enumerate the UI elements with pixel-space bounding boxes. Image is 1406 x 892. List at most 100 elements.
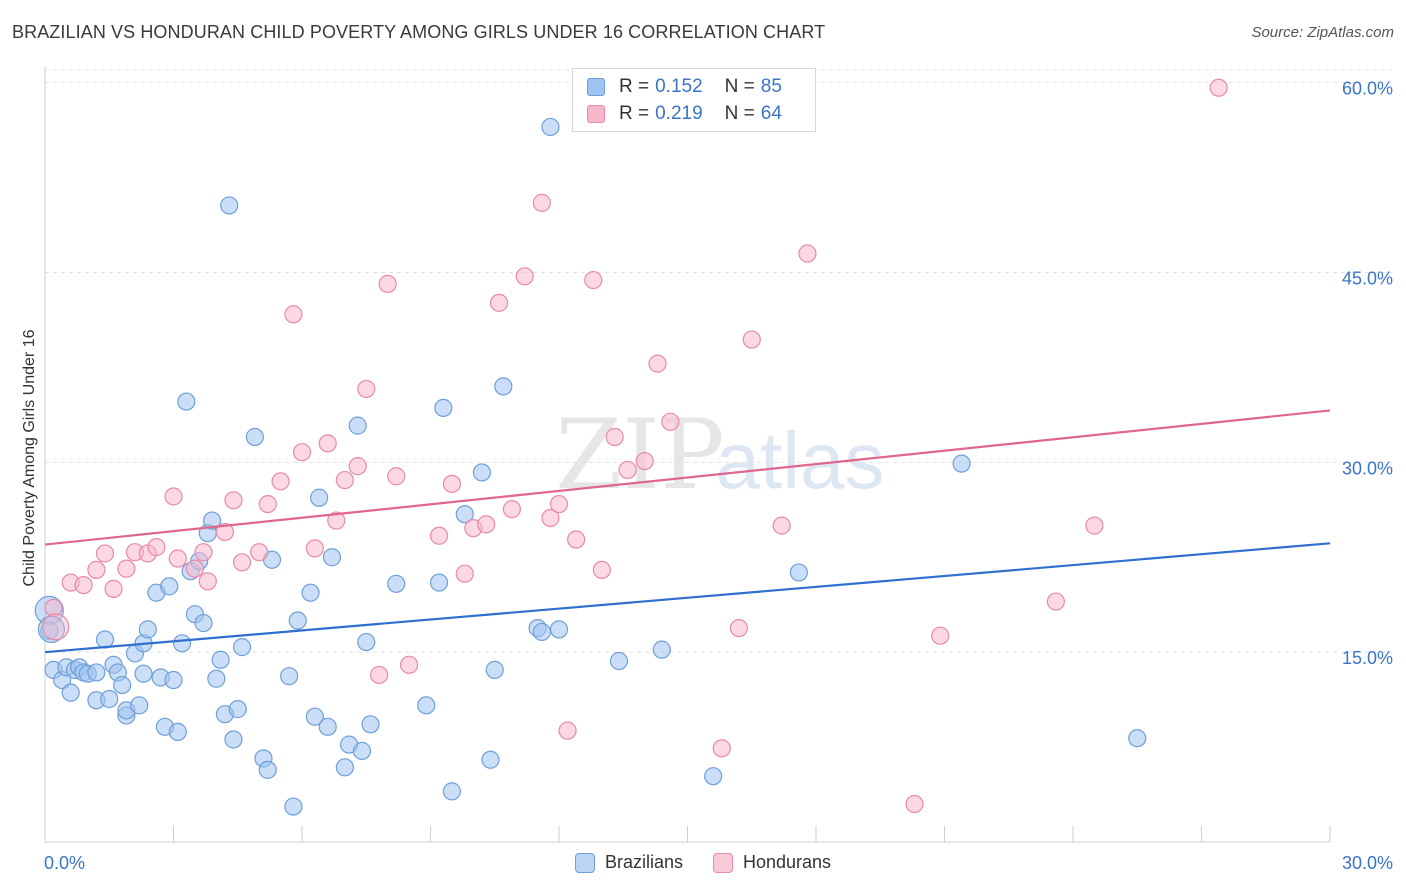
point-brazilians: [258, 760, 277, 779]
point-brazilians: [442, 782, 462, 801]
series-legend: Brazilians Hondurans: [0, 852, 1406, 873]
point-hondurans: [74, 575, 93, 595]
point-brazilians: [37, 615, 66, 643]
point-hondurans: [198, 572, 217, 591]
chart-title: BRAZILIAN VS HONDURAN CHILD POVERTY AMON…: [12, 22, 826, 42]
series-label-brazilians: Brazilians: [604, 852, 683, 872]
point-brazilians: [112, 675, 132, 695]
point-brazilians: [472, 463, 491, 482]
y-tick-label: 60.0%: [1342, 79, 1393, 99]
point-brazilians: [168, 722, 187, 741]
point-hondurans: [567, 530, 586, 549]
point-brazilians: [284, 797, 303, 816]
point-hondurans: [477, 515, 496, 534]
point-hondurans: [541, 508, 560, 528]
point-hondurans: [1209, 78, 1228, 97]
point-hondurans: [378, 274, 397, 293]
point-brazilians: [322, 548, 342, 567]
point-hondurans: [648, 354, 667, 373]
point-hondurans: [1046, 592, 1065, 611]
point-brazilians: [494, 377, 513, 396]
point-brazilians: [352, 741, 372, 760]
point-brazilians: [95, 630, 115, 649]
series-swatch-hondurans: [712, 852, 733, 873]
point-brazilians: [318, 717, 337, 736]
point-hondurans: [661, 412, 680, 431]
point-hondurans: [271, 472, 290, 491]
point-brazilians: [301, 583, 320, 602]
point-brazilians: [207, 669, 226, 688]
series-legend-brazilians[interactable]: Brazilians: [574, 852, 683, 873]
correlation-legend: R = 0.152 N = 85 R = 0.219 N = 64: [572, 68, 816, 132]
point-hondurans: [502, 500, 521, 519]
point-brazilians: [348, 416, 367, 435]
point-hondurans: [729, 619, 749, 638]
series-label-hondurans: Hondurans: [742, 852, 832, 872]
point-hondurans: [370, 665, 389, 685]
point-brazilians: [172, 634, 192, 653]
point-brazilians: [202, 511, 222, 530]
point-brazilians: [952, 454, 971, 473]
point-hondurans: [292, 443, 312, 462]
point-brazilians: [532, 622, 551, 642]
legend-r-value: 0.152: [655, 76, 703, 97]
point-hondurans: [905, 794, 924, 814]
point-hondurans: [592, 560, 611, 580]
point-brazilians: [130, 696, 149, 715]
legend-n-value: 85: [760, 76, 782, 97]
point-brazilians: [335, 758, 354, 777]
legend-r-label: R =: [619, 103, 650, 124]
point-hondurans: [194, 543, 213, 562]
trend-line-hondurans: [44, 409, 1331, 546]
point-brazilians: [305, 707, 324, 726]
point-hondurans: [335, 470, 354, 490]
point-hondurans: [284, 305, 303, 324]
legend-n-label: N =: [724, 76, 755, 97]
legend-n-label: N =: [724, 103, 755, 124]
point-hondurans: [95, 544, 115, 563]
point-hondurans: [168, 549, 187, 568]
point-hondurans: [584, 270, 603, 290]
point-brazilians: [455, 505, 474, 524]
point-brazilians: [61, 683, 80, 702]
point-hondurans: [215, 522, 234, 542]
point-hondurans: [442, 474, 462, 493]
legend-row-hondurans: R = 0.219 N = 64: [587, 102, 782, 126]
point-hondurans: [399, 655, 419, 674]
point-brazilians: [549, 620, 569, 639]
point-brazilians: [704, 767, 723, 786]
point-brazilians: [232, 638, 252, 657]
point-brazilians: [220, 196, 239, 215]
point-hondurans: [549, 494, 569, 514]
x-tick-label: 0.0%: [44, 853, 85, 873]
point-brazilians: [228, 700, 247, 719]
point-hondurans: [798, 244, 817, 263]
point-hondurans: [147, 538, 166, 557]
point-hondurans: [489, 293, 509, 312]
point-brazilians: [481, 750, 500, 769]
point-brazilians: [609, 651, 629, 671]
point-hondurans: [357, 379, 376, 399]
point-brazilians: [429, 573, 449, 592]
series-legend-hondurans[interactable]: Hondurans: [712, 852, 832, 873]
point-hondurans: [224, 491, 243, 510]
point-brazilians: [357, 632, 376, 652]
source-label: Source: ZipAtlas.com: [1251, 24, 1394, 41]
point-brazilians: [87, 663, 106, 682]
point-brazilians: [652, 640, 671, 659]
point-brazilians: [417, 696, 436, 715]
point-brazilians: [361, 715, 380, 734]
point-hondurans: [250, 543, 269, 562]
point-hondurans: [348, 457, 367, 476]
point-hondurans: [772, 516, 791, 535]
point-hondurans: [931, 626, 950, 645]
point-hondurans: [429, 526, 449, 545]
point-hondurans: [42, 613, 70, 641]
point-hondurans: [305, 539, 324, 558]
point-hondurans: [232, 553, 252, 572]
point-hondurans: [185, 559, 205, 578]
y-tick-label: 45.0%: [1342, 268, 1393, 288]
trend-line-brazilians: [44, 542, 1331, 654]
point-hondurans: [635, 451, 654, 471]
x-tick-label: 30.0%: [1342, 853, 1393, 873]
